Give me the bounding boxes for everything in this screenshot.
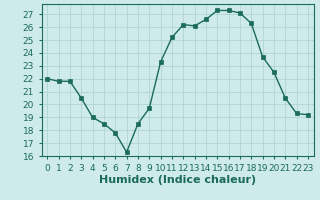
X-axis label: Humidex (Indice chaleur): Humidex (Indice chaleur) — [99, 175, 256, 185]
